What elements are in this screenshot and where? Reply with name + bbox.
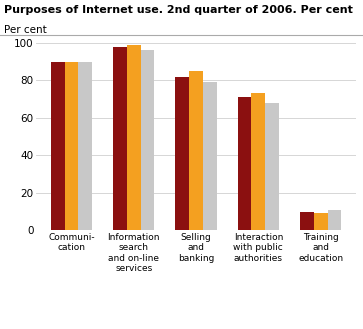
Bar [189,71,203,230]
Bar [140,50,154,230]
Bar [300,212,314,230]
Bar [238,97,252,230]
Text: Purposes of Internet use. 2nd quarter of 2006. Per cent: Purposes of Internet use. 2nd quarter of… [4,5,352,15]
Bar [78,62,92,230]
Bar [175,77,189,230]
Bar [265,103,279,230]
Bar [252,93,265,230]
Bar [327,210,341,230]
Bar [127,45,140,230]
Bar [314,214,327,230]
Bar [51,62,65,230]
Bar [203,82,217,230]
Text: Per cent: Per cent [4,25,47,35]
Bar [65,62,78,230]
Bar [113,46,127,230]
